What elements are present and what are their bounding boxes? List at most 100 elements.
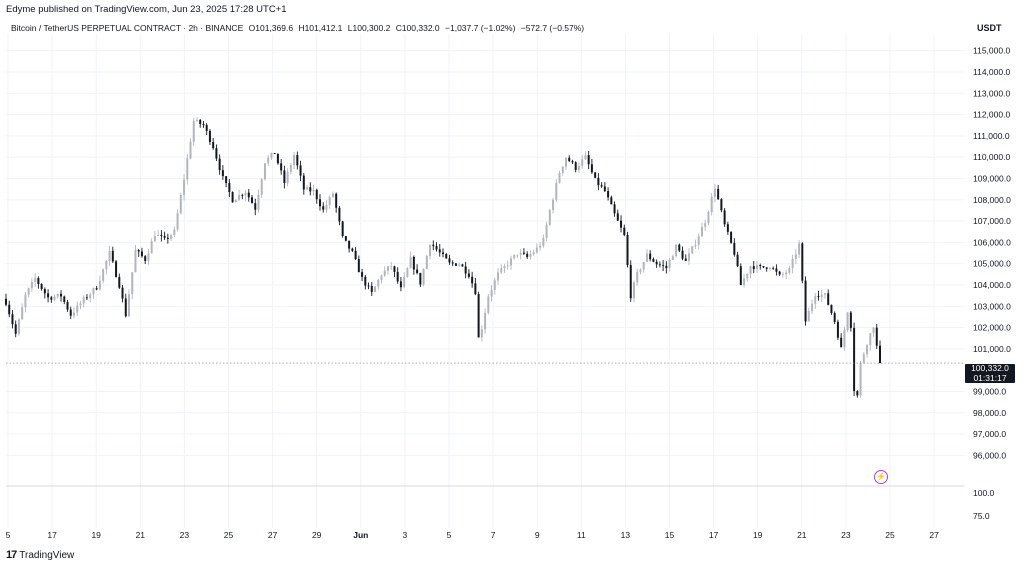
current-price-tag: 100,332.0 01:31:17 <box>965 363 1015 383</box>
candle-body <box>697 236 700 245</box>
candle-body <box>160 234 163 236</box>
candle-body <box>176 213 179 230</box>
price-change-secondary: −572.7 (−0.57%) <box>520 23 585 33</box>
candle-body <box>649 253 652 260</box>
candle-body <box>484 312 487 330</box>
candle-body <box>568 157 571 162</box>
candle-body <box>299 165 302 176</box>
candle-body <box>866 345 869 355</box>
candle-body <box>759 265 762 267</box>
candle-body <box>474 283 477 295</box>
price-tick-label: 102,000.0 <box>973 323 1011 333</box>
candle-body <box>762 266 765 268</box>
time-tick-label: 11 <box>577 530 586 540</box>
price-axis[interactable]: 115,000.0 114,000.0 113,000.0 112,000.0 111,… <box>973 46 1011 461</box>
candle-body <box>27 288 30 295</box>
candle-body <box>215 148 218 159</box>
candle-body <box>121 287 124 299</box>
price-tick-label: 96,000.0 <box>973 450 1006 460</box>
candle-body <box>464 266 467 274</box>
candle-body <box>765 267 768 269</box>
symbol-title[interactable]: Bitcoin / TetherUS PERPETUAL CONTRACT · … <box>11 23 244 33</box>
candle-body <box>53 296 56 300</box>
candle-body <box>438 249 441 253</box>
candle-body <box>639 269 642 272</box>
price-tick-label: 105,000.0 <box>973 259 1011 269</box>
candle-body <box>341 221 344 237</box>
candle-body <box>257 194 260 210</box>
candle-body <box>72 312 75 316</box>
candle-body <box>183 179 186 195</box>
candle-body <box>445 253 448 259</box>
time-tick-label: 23 <box>841 530 851 540</box>
publisher-line: Edyme published on TradingView.com, Jun … <box>6 4 287 15</box>
candle-body <box>506 265 509 267</box>
candle-body <box>526 253 529 257</box>
ohlc-open: O101,369.6 <box>248 23 294 33</box>
candle-body <box>694 244 697 247</box>
time-tick-label: 7 <box>491 530 496 540</box>
candle-body <box>231 192 234 203</box>
candle-body <box>422 269 425 285</box>
time-axis[interactable]: 5 17 19 21 23 25 27 29 Jun 3 5 7 9 11 13 15 17 19 21 23 25 27 <box>6 530 939 540</box>
candle-body <box>859 362 862 396</box>
candle-body <box>480 329 483 338</box>
candle-body <box>357 259 360 273</box>
candle-body <box>688 253 691 261</box>
candles <box>4 117 882 398</box>
candle-body <box>157 234 160 236</box>
price-tick-label: 110,000.0 <box>973 152 1010 162</box>
candle-body <box>263 163 266 180</box>
symbol-info: Bitcoin / TetherUS PERPETUAL CONTRACT · … <box>11 23 587 33</box>
candle-body <box>509 258 512 266</box>
candle-body <box>542 237 545 246</box>
candle-body <box>785 272 788 275</box>
time-tick-label: Jun <box>353 530 368 540</box>
price-tick-label: 111,000.0 <box>973 131 1010 141</box>
candle-body <box>532 252 535 255</box>
candle-body <box>406 268 409 278</box>
candle-body <box>655 261 658 265</box>
candle-body <box>820 294 823 297</box>
lightning-icon[interactable]: ⚡ <box>874 470 888 484</box>
candle-body <box>147 253 150 261</box>
candle-body <box>393 266 396 272</box>
candle-body <box>344 236 347 241</box>
candle-body <box>671 256 674 260</box>
price-tick-label: 103,000.0 <box>973 301 1011 311</box>
price-tick-label: 99,000.0 <box>973 386 1006 396</box>
candle-body <box>40 284 43 290</box>
time-tick-label: 5 <box>6 530 11 540</box>
candle-body <box>561 166 564 173</box>
candle-body <box>328 196 331 206</box>
candle-body <box>166 237 169 239</box>
candle-body <box>798 243 801 255</box>
time-tick-label: 19 <box>753 530 763 540</box>
candle-body <box>503 266 506 269</box>
candle-body <box>811 303 814 311</box>
candle-body <box>34 278 37 282</box>
candle-body <box>584 155 587 160</box>
candle-body <box>467 273 470 277</box>
price-tick-label: 101,000.0 <box>973 344 1011 354</box>
candle-body <box>571 161 574 163</box>
candle-body <box>128 294 131 317</box>
candle-body <box>338 207 341 222</box>
candle-body <box>454 263 457 266</box>
candle-body <box>623 227 626 235</box>
time-tick-label: 3 <box>403 530 408 540</box>
candle-body <box>108 250 111 262</box>
candle-body <box>293 155 296 166</box>
candle-body <box>315 189 318 200</box>
tradingview-logo[interactable]: 17 TradingView <box>6 549 74 561</box>
candle-body <box>875 327 878 346</box>
current-price-value: 100,332.0 <box>971 363 1009 373</box>
candle-body <box>856 391 859 396</box>
candle-body <box>548 210 551 225</box>
candle-body <box>458 264 461 266</box>
candle-body <box>173 229 176 236</box>
candle-body <box>47 293 50 298</box>
ohlc-close: C100,332.0 <box>395 23 440 33</box>
time-tick-label: 29 <box>312 530 322 540</box>
